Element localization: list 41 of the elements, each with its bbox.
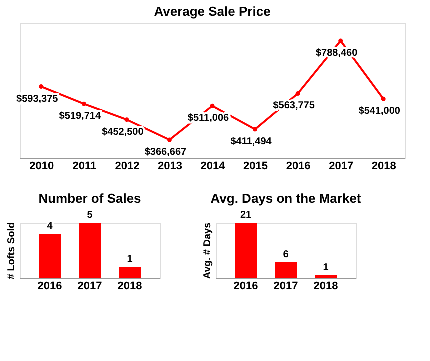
point (338, 38, 344, 44)
x-tick-label: 2014 (200, 160, 226, 172)
chart-title: Average Sale Price (154, 4, 271, 19)
x-tick-label: 2013 (158, 160, 182, 172)
x-tick-label: 2016 (38, 280, 62, 292)
point (124, 118, 130, 122)
data-label: 4 (47, 221, 54, 232)
data-label: $452,500 (102, 126, 144, 138)
x-tick-label: 2012 (115, 160, 140, 172)
x-tick-label: 2016 (234, 280, 258, 292)
x-tick-label: 2017 (78, 280, 102, 292)
point (167, 138, 172, 142)
point (82, 102, 86, 106)
point (39, 84, 44, 90)
data-label: $541,000 (358, 106, 401, 118)
point (296, 92, 300, 96)
x-tick-label: 2017 (329, 160, 354, 172)
data-label: 5 (87, 210, 94, 221)
data-label: $593,375 (16, 94, 59, 105)
data-label: 21 (240, 210, 252, 221)
point (253, 127, 258, 132)
data-label: 1 (323, 262, 330, 274)
y-axis-title: # Lofts Sold (6, 222, 18, 280)
x-tick-label: 2016 (286, 160, 311, 172)
y-axis-title: Avg. # Days (202, 222, 214, 280)
x-tick-label: 2018 (372, 160, 396, 172)
x-tick-label: 2011 (72, 160, 97, 172)
chart-title: Avg. Days on the Market (210, 191, 362, 206)
chart-title: Number of Sales (38, 191, 142, 206)
x-tick-label: 2015 (244, 160, 268, 172)
data-label: $519,714 (59, 111, 102, 122)
x-tick-label: 2018 (314, 280, 338, 292)
point (381, 96, 386, 102)
point (210, 104, 215, 108)
data-label: 6 (283, 249, 290, 260)
data-label: $366,667 (144, 147, 188, 158)
x-tick-label: 2017 (274, 280, 298, 292)
data-label: 1 (127, 254, 134, 265)
data-label: $411,494 (230, 136, 272, 148)
x-tick-label: 2010 (30, 160, 54, 172)
x-tick-label: 2018 (118, 280, 142, 292)
